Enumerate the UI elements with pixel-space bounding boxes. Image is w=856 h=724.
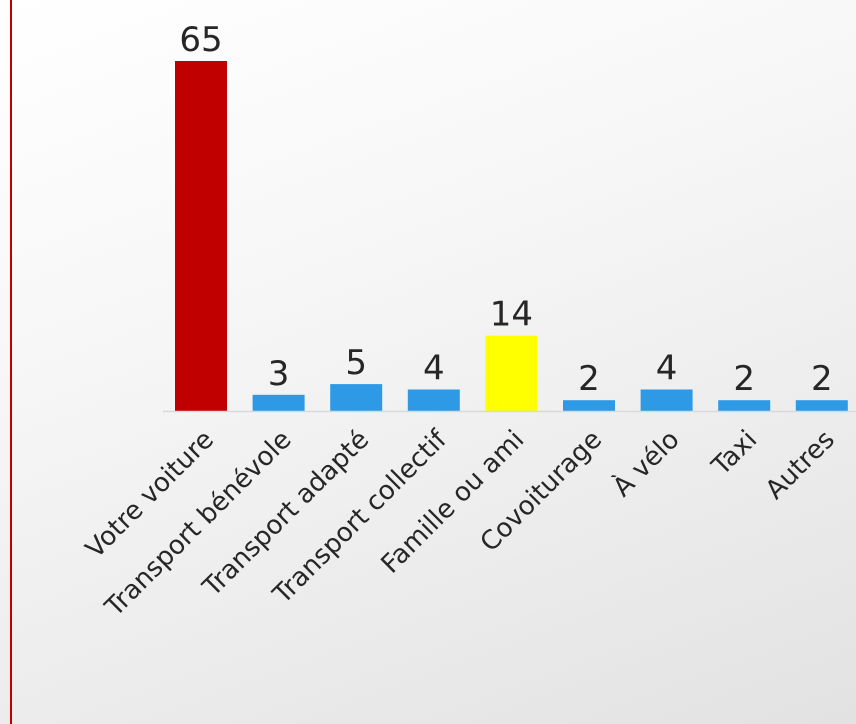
category-label: À vélo [606, 423, 686, 503]
data-label: 2 [811, 359, 833, 399]
bar [718, 400, 771, 411]
category-label: Autres [760, 425, 841, 506]
data-label: 4 [656, 349, 678, 389]
category-label: Taxi [706, 425, 763, 482]
data-label: 2 [733, 359, 755, 399]
bar [407, 389, 460, 411]
data-label: 4 [423, 349, 445, 389]
data-label: 2 [578, 359, 600, 399]
data-label: 14 [490, 295, 533, 335]
category-label: Famille ou ami [376, 425, 531, 580]
data-label: 65 [179, 20, 222, 60]
bar [485, 335, 538, 411]
bar [795, 400, 848, 411]
bar [563, 400, 615, 411]
bar [640, 389, 693, 411]
data-label: 3 [268, 354, 290, 394]
bar [175, 61, 227, 411]
data-label: 5 [345, 343, 367, 383]
left-accent-rule [10, 0, 12, 724]
bar [330, 384, 383, 411]
bars-layer [175, 61, 848, 411]
bar [252, 394, 305, 411]
